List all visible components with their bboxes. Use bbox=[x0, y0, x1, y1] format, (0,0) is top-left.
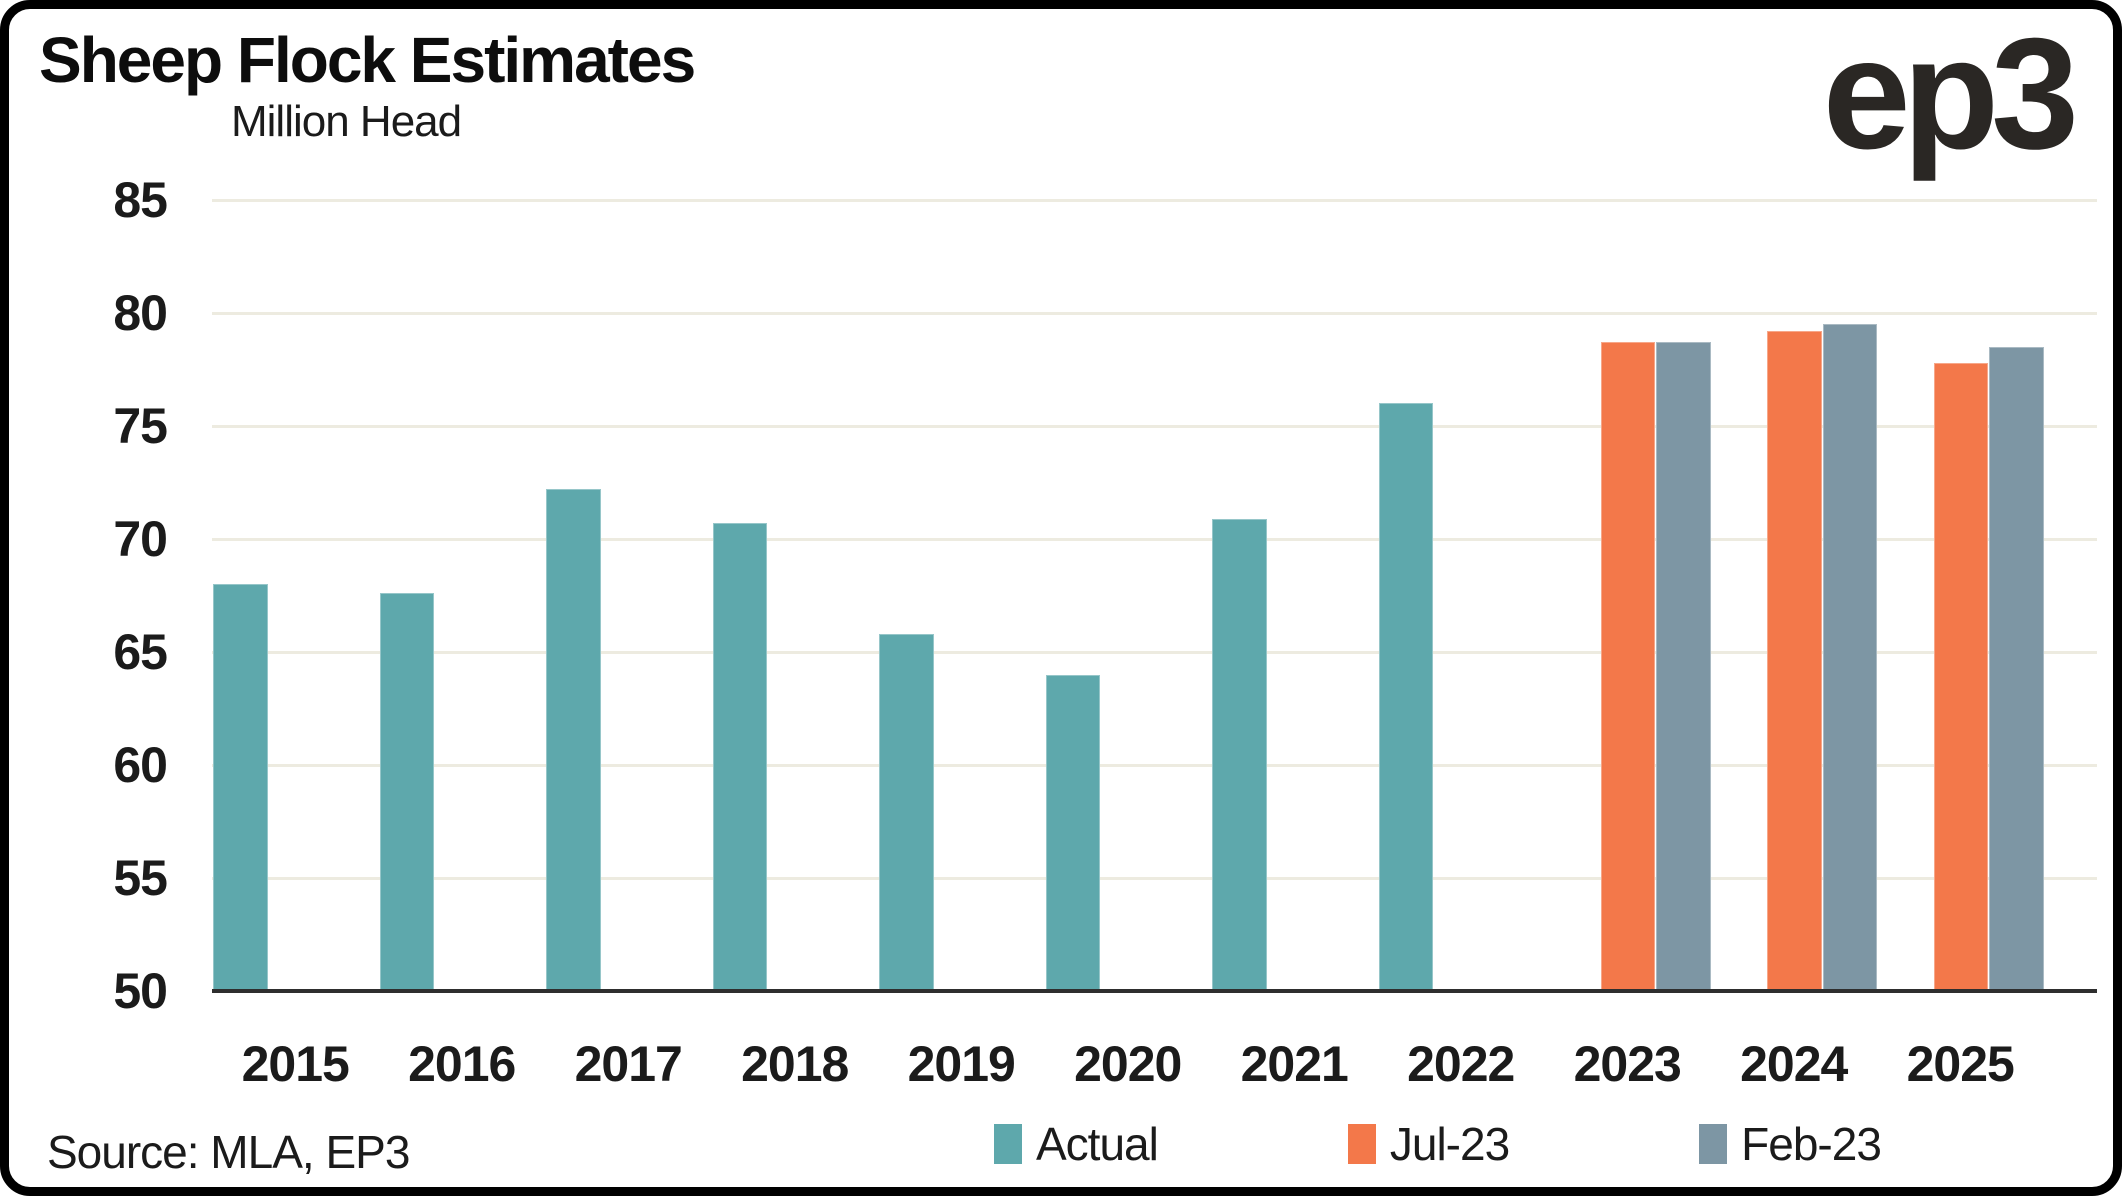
y-axis-tick-label: 80 bbox=[113, 285, 168, 341]
legend-label: Jul-23 bbox=[1389, 1118, 1510, 1170]
bar-feb23-2024 bbox=[1822, 324, 1877, 991]
x-axis-label-2020: 2020 bbox=[1074, 1036, 1182, 1092]
x-axis-label-2025: 2025 bbox=[1906, 1036, 2015, 1092]
gridline-70 bbox=[212, 538, 2097, 541]
gridline-75 bbox=[212, 425, 2097, 428]
legend-label: Feb-23 bbox=[1741, 1118, 1882, 1170]
bar-feb23-2023 bbox=[1656, 342, 1711, 991]
x-axis-label-2023: 2023 bbox=[1573, 1036, 1682, 1092]
x-axis-label-2016: 2016 bbox=[408, 1036, 516, 1092]
legend-item-actual: Actual bbox=[994, 1117, 1159, 1171]
bar-jul23-2024 bbox=[1767, 331, 1822, 991]
y-axis-tick-label: 65 bbox=[113, 624, 168, 680]
y-axis-tick-label: 50 bbox=[113, 963, 168, 1019]
y-axis-tick-label: 85 bbox=[113, 172, 168, 228]
bar-actual-2022 bbox=[1378, 403, 1433, 991]
chart-legend: Actual Jul-23 Feb-23 bbox=[994, 1117, 1882, 1171]
x-axis-label-2019: 2019 bbox=[907, 1036, 1016, 1092]
legend-item-feb23: Feb-23 bbox=[1699, 1117, 1882, 1171]
bar-jul23-2023 bbox=[1600, 342, 1655, 991]
x-axis-label-2017: 2017 bbox=[574, 1036, 683, 1092]
legend-swatch-icon bbox=[1699, 1124, 1728, 1164]
bar-jul23-2025 bbox=[1933, 362, 1988, 991]
ep3-logo: ep3 bbox=[1822, 6, 2079, 182]
y-axis-units-label: Million Head bbox=[231, 97, 462, 146]
x-axis-label-2021: 2021 bbox=[1240, 1036, 1349, 1092]
source-note: Source: MLA, EP3 bbox=[47, 1126, 410, 1178]
plot-area: 50 55 60 65 70 75 80 85 2015 2016 2017 2018 2019 2020… bbox=[9, 9, 2113, 1187]
bar-actual-2019 bbox=[879, 633, 934, 991]
gridline-65 bbox=[212, 651, 2097, 654]
x-axis-line bbox=[212, 989, 2097, 993]
legend-swatch-icon bbox=[1347, 1124, 1376, 1164]
gridline-80 bbox=[212, 312, 2097, 315]
bar-actual-2018 bbox=[712, 523, 767, 991]
bar-actual-2021 bbox=[1212, 518, 1267, 991]
y-axis-tick-label: 55 bbox=[113, 850, 168, 906]
bar-actual-2017 bbox=[546, 489, 601, 991]
gridline-60 bbox=[212, 764, 2097, 767]
x-axis-label-2024: 2024 bbox=[1740, 1036, 1848, 1092]
x-axis-label-2022: 2022 bbox=[1407, 1036, 1515, 1092]
bar-actual-2015 bbox=[213, 584, 268, 991]
legend-swatch-icon bbox=[994, 1124, 1022, 1164]
bar-feb23-2025 bbox=[1989, 346, 2044, 991]
y-axis-tick-label: 70 bbox=[113, 511, 168, 567]
y-axis-tick-label: 75 bbox=[113, 398, 168, 454]
gridline-55 bbox=[212, 877, 2097, 880]
legend-item-jul23: Jul-23 bbox=[1347, 1117, 1510, 1171]
legend-label: Actual bbox=[1036, 1118, 1159, 1170]
x-axis-label-2018: 2018 bbox=[741, 1036, 849, 1092]
y-axis-tick-label: 60 bbox=[113, 737, 168, 793]
bar-actual-2020 bbox=[1045, 674, 1100, 991]
bar-actual-2016 bbox=[379, 593, 434, 991]
gridline-85 bbox=[212, 199, 2097, 202]
page-title: Sheep Flock Estimates bbox=[39, 24, 696, 96]
x-axis-label-2015: 2015 bbox=[241, 1036, 350, 1092]
